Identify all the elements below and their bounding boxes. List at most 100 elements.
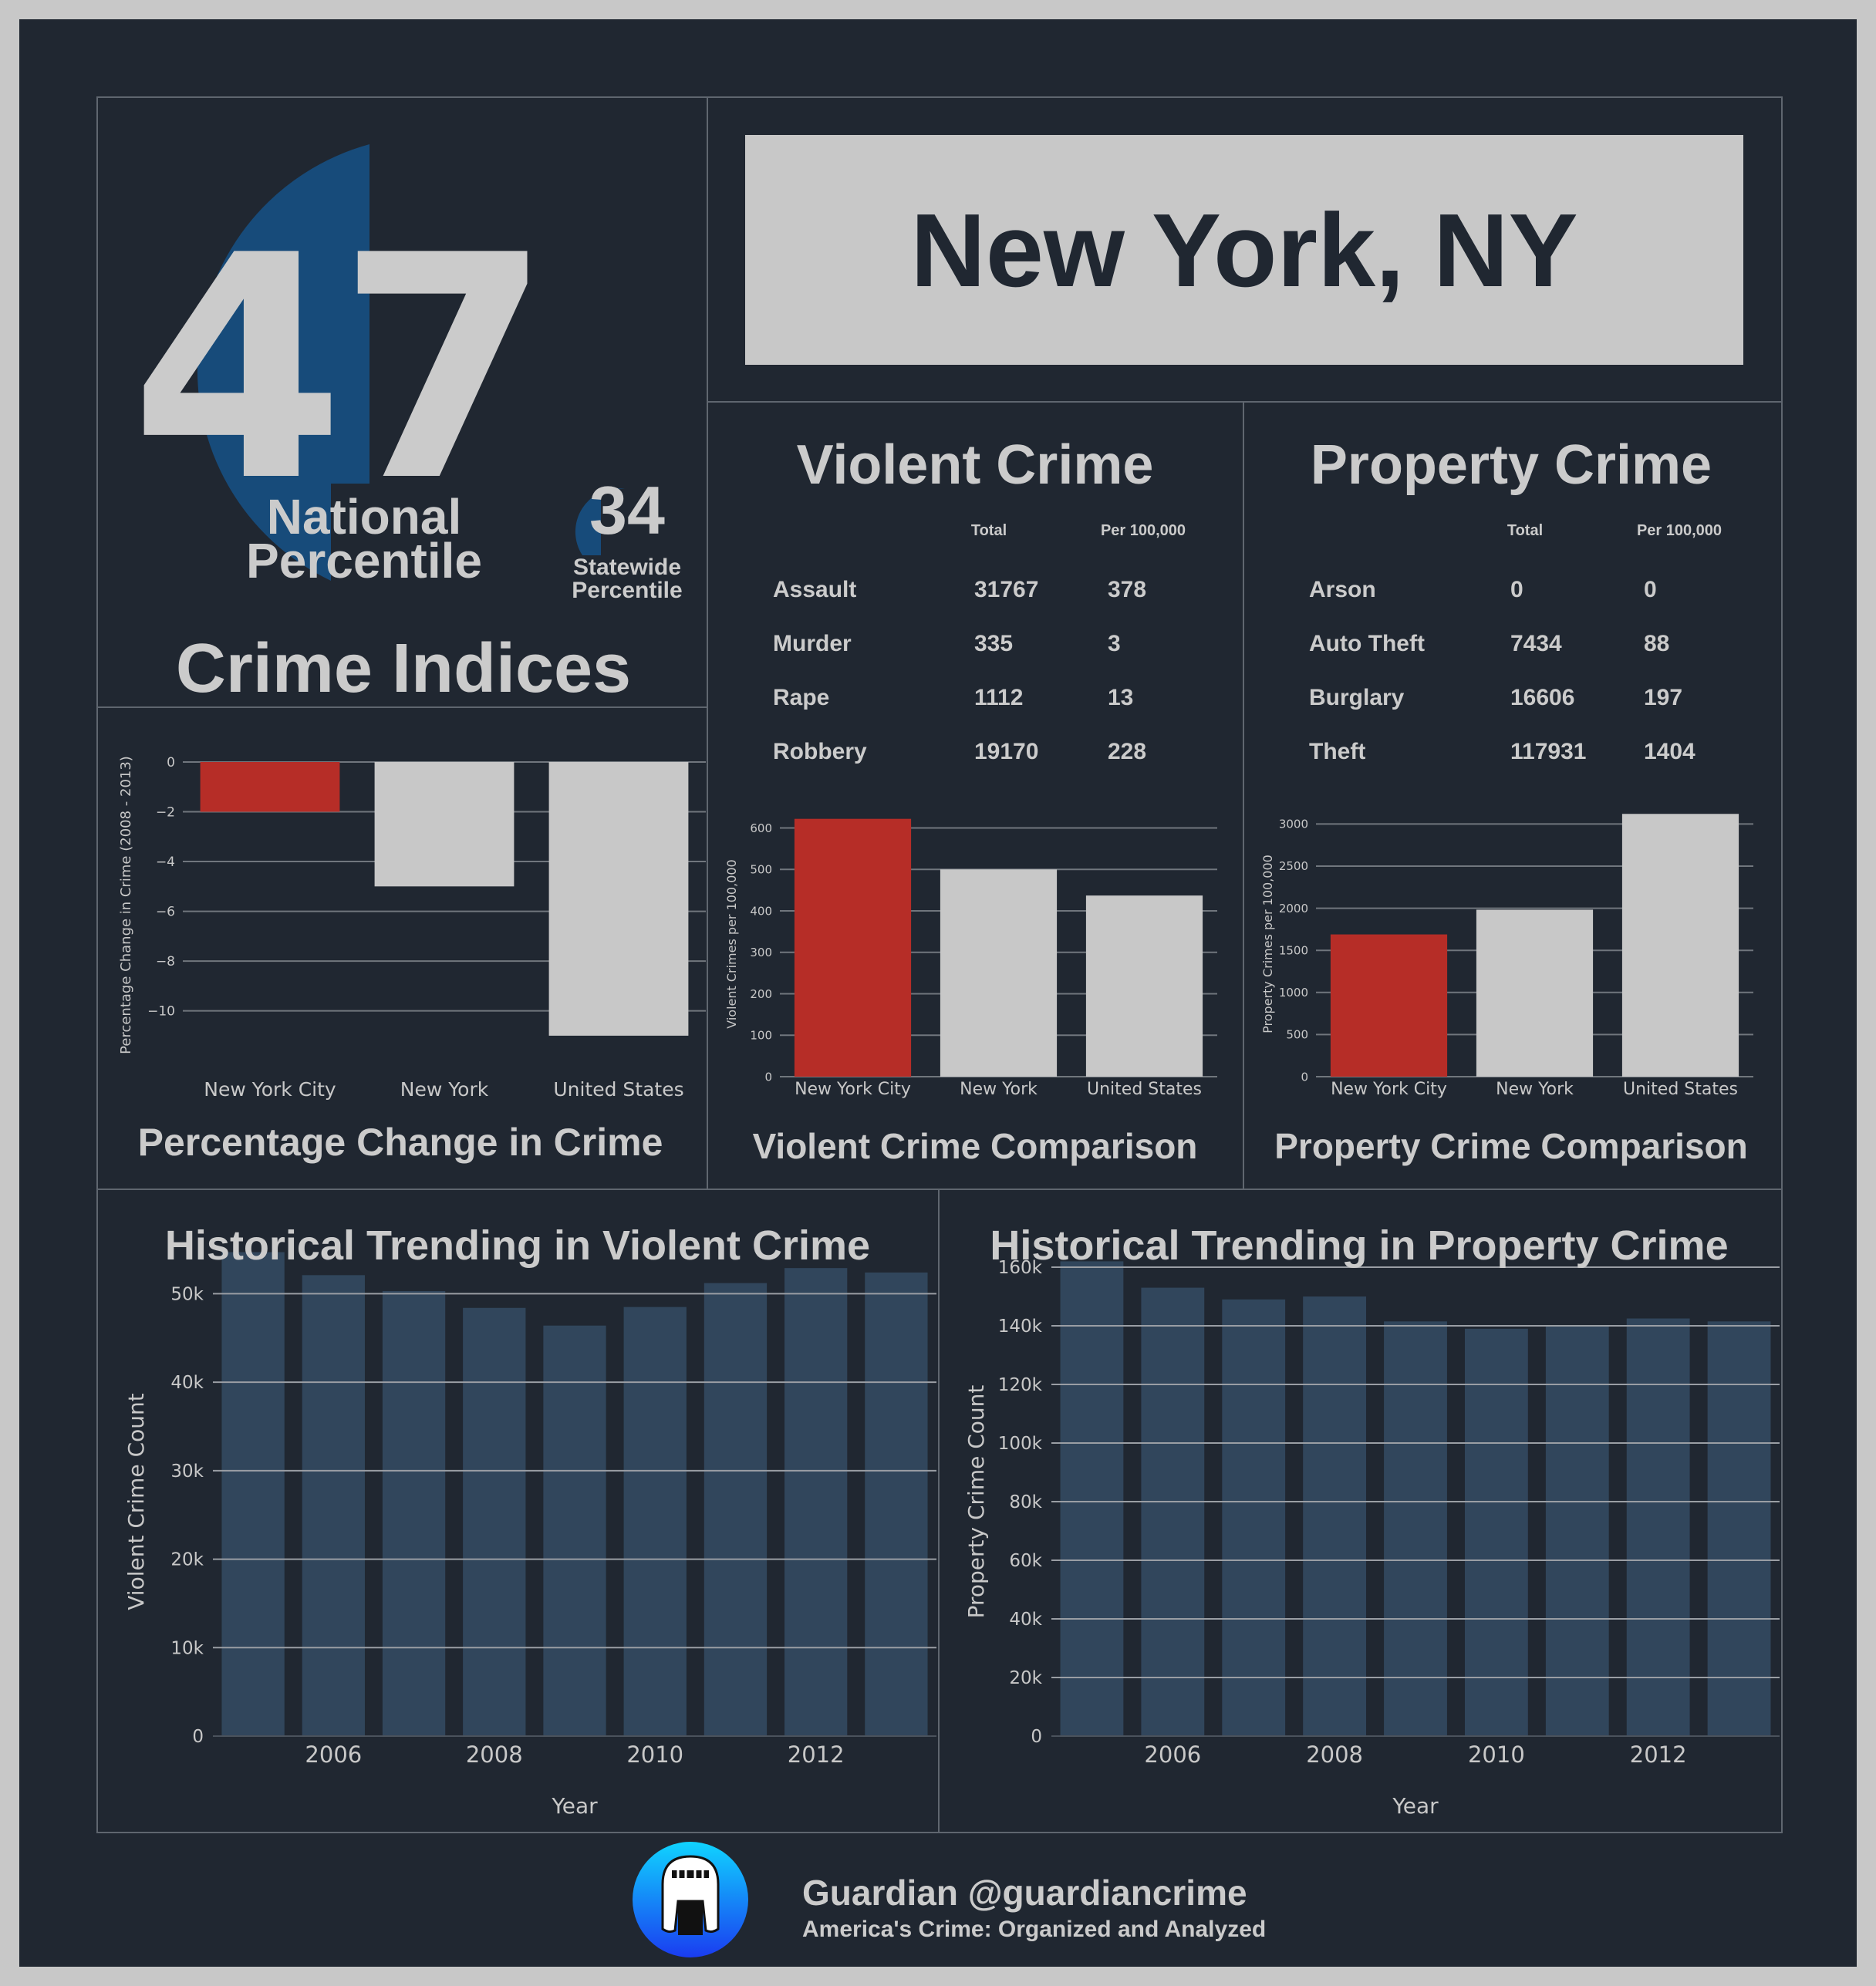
violent-history-panel: 0 10k 20k 30k 40k 50k 2006 2008 2010 2012 Year Viol… bbox=[96, 1189, 940, 1833]
x-category-label: United States bbox=[1623, 1080, 1738, 1099]
history-bar-2010 bbox=[1464, 1328, 1528, 1736]
x-tick-label: 2008 bbox=[1306, 1742, 1363, 1768]
table-row-label: Theft bbox=[1309, 739, 1365, 764]
percentage-change-panel: 0 −2 −4 −6 −8 −10 New York City New York United … bbox=[96, 706, 708, 1190]
y-tick-label: 100k bbox=[998, 1434, 1043, 1454]
y-tick-label: −4 bbox=[156, 855, 175, 870]
table-row-total: 0 bbox=[1510, 577, 1523, 602]
x-category-label: New York bbox=[400, 1078, 489, 1101]
knight-helmet-icon bbox=[633, 1842, 748, 1957]
statewide-label-line1: Statewide bbox=[573, 555, 681, 580]
table-row-per: 378 bbox=[1108, 577, 1146, 602]
table-row-total: 1112 bbox=[974, 685, 1023, 710]
table-row-label: Arson bbox=[1309, 577, 1376, 602]
table-row-label: Auto Theft bbox=[1309, 631, 1425, 656]
property-col-total: Total bbox=[1507, 522, 1543, 539]
statewide-percentile-value: 34 bbox=[589, 472, 665, 548]
x-category-label: New York City bbox=[1331, 1080, 1447, 1099]
x-axis-label: Year bbox=[551, 1793, 598, 1819]
y-tick-label: 50k bbox=[170, 1284, 204, 1304]
national-percentile-value: 47 bbox=[130, 191, 545, 549]
x-category-label: New York bbox=[1496, 1080, 1574, 1099]
table-row-label: Murder bbox=[773, 631, 852, 656]
y-tick-label: 0 bbox=[192, 1727, 204, 1747]
x-tick-label: 2008 bbox=[466, 1742, 523, 1768]
table-row-per: 228 bbox=[1108, 739, 1146, 764]
violent-crime-table: Assault 31767 378 Murder 335 3 Rape 1112 13 Robbe… bbox=[773, 577, 1146, 764]
history-bar-2006 bbox=[1141, 1287, 1205, 1736]
city-panel: New York, NY bbox=[707, 96, 1783, 403]
history-bar-2009 bbox=[1384, 1321, 1447, 1736]
table-row-label: Rape bbox=[773, 685, 829, 710]
table-row-per: 0 bbox=[1644, 577, 1657, 602]
y-tick-label: 120k bbox=[998, 1375, 1043, 1395]
footer: Guardian @guardiancrime America's Crime:… bbox=[629, 1832, 1323, 1967]
history-bar-2011 bbox=[704, 1283, 768, 1736]
table-row-total: 16606 bbox=[1510, 685, 1574, 710]
table-row-per: 13 bbox=[1108, 685, 1133, 710]
history-bar-2008 bbox=[463, 1307, 526, 1736]
bar-new-york-city bbox=[200, 762, 340, 812]
x-axis-label: Year bbox=[1392, 1793, 1439, 1819]
table-row-per: 88 bbox=[1644, 631, 1669, 656]
table-row-total: 31767 bbox=[974, 577, 1038, 602]
bar-united-states bbox=[1621, 814, 1739, 1077]
table-row-per: 1404 bbox=[1644, 739, 1695, 764]
history-bar-2005 bbox=[1060, 1261, 1124, 1736]
bar-new-york bbox=[1476, 909, 1594, 1077]
bar-united-states bbox=[1085, 895, 1203, 1077]
table-row-total: 19170 bbox=[974, 739, 1038, 764]
national-percentile-arc bbox=[197, 144, 369, 581]
city-name: New York, NY bbox=[910, 191, 1578, 309]
bar-new-york-city bbox=[1330, 934, 1448, 1077]
y-tick-label: 40k bbox=[1009, 1610, 1042, 1630]
y-tick-label: 140k bbox=[998, 1317, 1043, 1337]
x-tick-label: 2010 bbox=[1468, 1742, 1525, 1768]
table-row-total: 117931 bbox=[1510, 739, 1586, 764]
y-tick-label: 1500 bbox=[1279, 943, 1308, 957]
y-tick-label: 0 bbox=[1301, 1070, 1308, 1084]
violent-history-chart: 0 10k 20k 30k 40k 50k 2006 2008 2010 2012 Year Viol… bbox=[123, 1222, 936, 1819]
chart-title: Percentage Change in Crime bbox=[138, 1121, 663, 1164]
y-tick-label: 3000 bbox=[1279, 818, 1308, 831]
y-tick-label: 30k bbox=[170, 1462, 204, 1482]
violent-crime-title: Violent Crime bbox=[797, 434, 1154, 496]
history-bar-2007 bbox=[1222, 1299, 1286, 1736]
y-axis-label: Percentage Change in Crime (2008 - 2013) bbox=[118, 756, 134, 1054]
crime-indices-panel: 47 National Percentile 34 Statewide Perc… bbox=[96, 96, 708, 708]
violent-crime-panel-graphic: Violent Crime Total Per 100,000 Assault 3… bbox=[724, 434, 1217, 1166]
violent-comparison-chart: 0 100 200 300 400 500 600 New York City New York… bbox=[724, 818, 1217, 1166]
x-category-label: New York City bbox=[204, 1078, 336, 1101]
table-row-label: Robbery bbox=[773, 739, 867, 764]
property-crime-panel-graphic: Property Crime Total Per 100,000 Arson 0 0… bbox=[1260, 434, 1753, 1166]
chart-title: Historical Trending in Violent Crime bbox=[165, 1222, 870, 1269]
violent-col-total: Total bbox=[971, 522, 1007, 539]
percentage-change-chart: 0 −2 −4 −6 −8 −10 New York City New York United … bbox=[118, 755, 706, 1164]
crime-indices-graphic: 47 National Percentile 34 Statewide Perc… bbox=[130, 144, 683, 707]
property-col-per: Per 100,000 bbox=[1637, 522, 1722, 539]
y-tick-label: −2 bbox=[156, 804, 175, 820]
x-category-label: New York City bbox=[795, 1080, 911, 1099]
chart-title: Historical Trending in Property Crime bbox=[990, 1222, 1728, 1269]
bar-new-york-city bbox=[794, 818, 912, 1077]
bar-new-york bbox=[374, 762, 515, 887]
y-tick-label: 160k bbox=[998, 1258, 1043, 1278]
history-bar-2013 bbox=[865, 1272, 928, 1736]
bar-united-states bbox=[548, 762, 689, 1036]
property-crime-panel: Property Crime Total Per 100,000 Arson 0 0… bbox=[1243, 401, 1783, 1190]
y-tick-label: −10 bbox=[147, 1004, 175, 1020]
city-banner: New York, NY bbox=[745, 135, 1743, 365]
y-tick-label: 600 bbox=[750, 821, 772, 835]
x-tick-label: 2012 bbox=[1630, 1742, 1687, 1768]
y-tick-label: 2500 bbox=[1279, 859, 1308, 873]
bar-new-york bbox=[940, 869, 1058, 1077]
x-category-label: New York bbox=[960, 1080, 1038, 1099]
property-comparison-chart: 0 500 1000 1500 2000 2500 3000 New York City New… bbox=[1260, 814, 1753, 1166]
violent-crime-panel: Violent Crime Total Per 100,000 Assault 3… bbox=[707, 401, 1244, 1190]
y-tick-label: 400 bbox=[750, 904, 772, 918]
y-tick-label: 200 bbox=[750, 987, 772, 1001]
y-tick-label: 1000 bbox=[1279, 986, 1308, 1000]
table-row-label: Assault bbox=[773, 577, 856, 602]
violent-col-per: Per 100,000 bbox=[1101, 522, 1186, 539]
property-history-chart: 0 20k 40k 60k 80k 100k 120k 140k 160k 2006 2008 201… bbox=[963, 1222, 1780, 1819]
